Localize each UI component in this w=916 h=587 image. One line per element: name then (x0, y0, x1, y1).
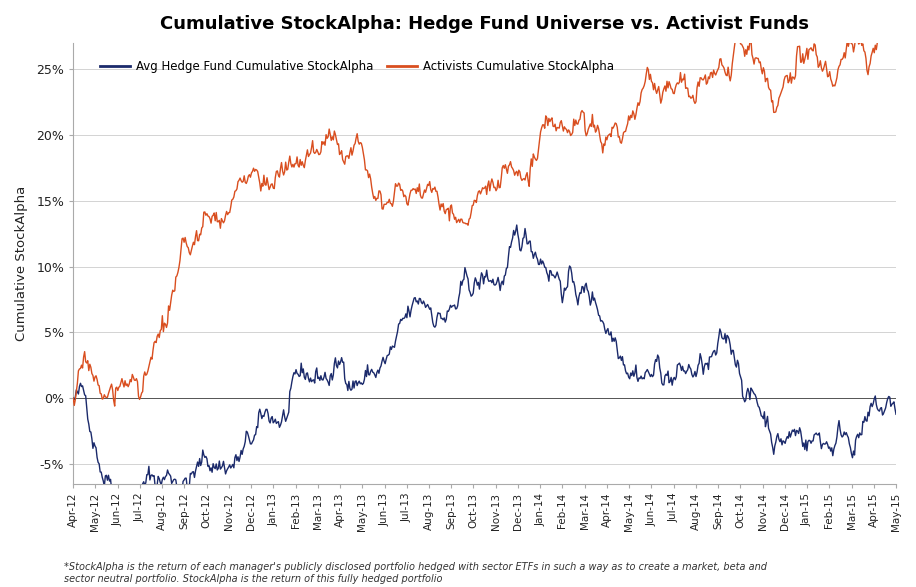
Avg Hedge Fund Cumulative StockAlpha (122, 499, 133, 506)
Avg Hedge Fund Cumulative StockAlpha (495, 287, 506, 294)
Activists Cumulative StockAlpha (594, 132, 605, 139)
Title: Cumulative StockAlpha: Hedge Fund Universe vs. Activist Funds: Cumulative StockAlpha: Hedge Fund Univer… (160, 15, 809, 33)
Activists Cumulative StockAlpha (495, 184, 506, 191)
Avg Hedge Fund Cumulative StockAlpha (244, 437, 255, 444)
Avg Hedge Fund Cumulative StockAlpha (890, 411, 901, 418)
Avg Hedge Fund Cumulative StockAlpha (551, 268, 562, 275)
Activists Cumulative StockAlpha (393, 180, 404, 187)
Line: Avg Hedge Fund Cumulative StockAlpha: Avg Hedge Fund Cumulative StockAlpha (73, 225, 896, 502)
Activists Cumulative StockAlpha (68, 394, 79, 402)
Avg Hedge Fund Cumulative StockAlpha (68, 394, 79, 402)
Activists Cumulative StockAlpha (880, 10, 891, 17)
Activists Cumulative StockAlpha (109, 403, 120, 410)
Avg Hedge Fund Cumulative StockAlpha (595, 318, 606, 325)
Activists Cumulative StockAlpha (890, 14, 901, 21)
Activists Cumulative StockAlpha (382, 199, 393, 206)
Activists Cumulative StockAlpha (551, 127, 562, 134)
Y-axis label: Cumulative StockAlpha: Cumulative StockAlpha (15, 185, 28, 341)
Line: Activists Cumulative StockAlpha: Activists Cumulative StockAlpha (73, 14, 896, 406)
Text: *StockAlpha is the return of each manager's publicly disclosed portfolio hedged : *StockAlpha is the return of each manage… (64, 562, 767, 584)
Activists Cumulative StockAlpha (244, 171, 255, 178)
Legend: Avg Hedge Fund Cumulative StockAlpha, Activists Cumulative StockAlpha: Avg Hedge Fund Cumulative StockAlpha, Ac… (95, 55, 618, 78)
Avg Hedge Fund Cumulative StockAlpha (393, 321, 404, 328)
Avg Hedge Fund Cumulative StockAlpha (511, 221, 522, 228)
Avg Hedge Fund Cumulative StockAlpha (382, 352, 393, 359)
